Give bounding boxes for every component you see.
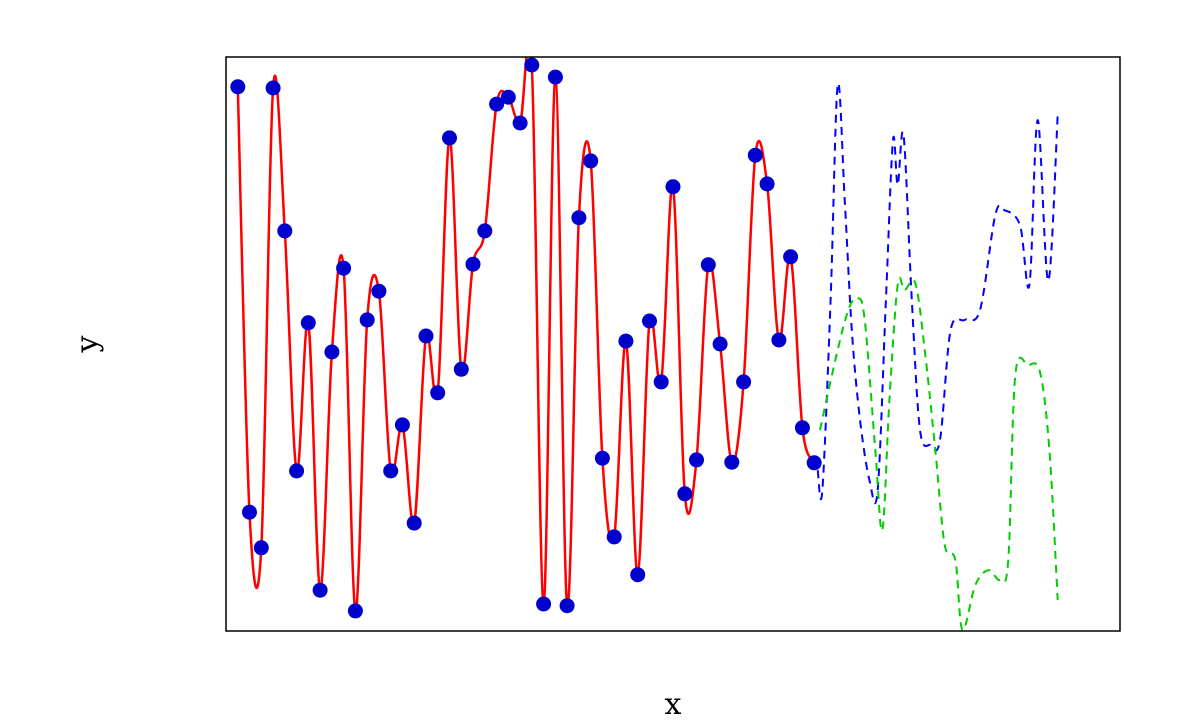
data-point-marker — [606, 529, 622, 545]
data-point-marker — [312, 582, 328, 598]
data-point-marker — [442, 130, 457, 146]
data-point-marker — [783, 249, 799, 265]
data-point-marker — [536, 596, 552, 612]
data-point-marker — [806, 455, 822, 471]
data-point-marker — [512, 115, 528, 131]
data-point-marker — [336, 260, 352, 276]
data-point-marker — [547, 69, 563, 85]
data-point-marker — [524, 57, 540, 73]
data-point-marker — [747, 147, 763, 163]
data-point-marker — [383, 463, 399, 479]
data-point-marker — [724, 454, 740, 470]
data-point-marker — [712, 336, 728, 352]
data-point-marker — [583, 153, 599, 169]
data-point-marker — [418, 328, 434, 344]
data-point-marker — [289, 463, 305, 479]
data-point-marker — [394, 417, 410, 433]
data-point-marker — [265, 80, 281, 96]
data-point-marker — [500, 89, 516, 105]
data-point-marker — [677, 486, 693, 502]
data-point-marker — [300, 315, 316, 331]
data-point-marker — [359, 312, 375, 328]
data-point-marker — [571, 210, 587, 226]
data-point-marker — [324, 344, 340, 360]
data-point-marker — [230, 79, 246, 95]
series-forecast-green — [819, 276, 1059, 631]
data-point-marker — [465, 256, 481, 272]
data-point-marker — [347, 603, 363, 619]
data-point-marker — [665, 179, 681, 195]
y-axis-label: y — [70, 335, 105, 353]
series-forecast-blue — [816, 82, 1059, 505]
data-point-marker — [700, 257, 716, 273]
data-point-marker — [253, 540, 269, 556]
data-point-marker — [242, 504, 257, 520]
data-point-marker — [371, 283, 387, 299]
data-point-marker — [277, 223, 293, 239]
data-point-marker — [642, 313, 657, 329]
plot-border — [225, 56, 1121, 632]
data-point-marker — [794, 420, 810, 436]
data-point-marker — [618, 333, 634, 349]
data-point-marker — [630, 567, 646, 583]
data-point-marker — [653, 374, 669, 390]
data-point-marker — [594, 450, 610, 466]
data-point-marker — [477, 223, 493, 239]
data-point-marker — [759, 176, 775, 192]
x-axis-label: x — [664, 687, 682, 722]
data-point-marker — [489, 96, 505, 112]
data-point-marker — [559, 598, 575, 614]
data-point-marker — [453, 361, 469, 377]
data-point-marker — [406, 515, 422, 531]
data-point-marker — [689, 452, 704, 468]
data-point-marker — [736, 374, 752, 390]
data-point-marker — [430, 385, 446, 401]
data-point-marker — [771, 332, 787, 348]
